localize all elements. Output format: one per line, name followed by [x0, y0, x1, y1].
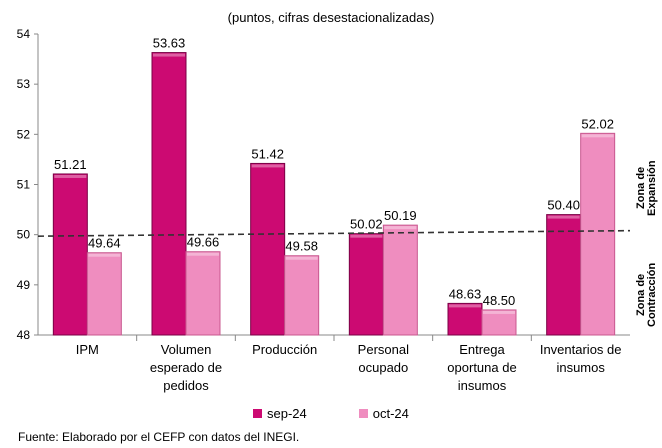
legend-item-sep: sep-24 [253, 406, 307, 421]
y-tick-label: 49 [17, 278, 31, 292]
y-tick-label: 50 [17, 228, 31, 242]
bar-highlight [153, 53, 185, 57]
bar-highlight [547, 215, 580, 219]
bar-oct-24-3 [382, 224, 418, 336]
y-tick-label: 51 [17, 178, 31, 192]
bar-sep-24-1 [151, 52, 187, 336]
data-label: 50.02 [350, 217, 383, 232]
bar-sep-24-4 [447, 302, 483, 336]
x-category-label: Inventarios de insumos [540, 342, 622, 375]
x-category-label: Producción [252, 342, 317, 357]
legend-swatch-sep [253, 409, 262, 418]
data-label: 50.19 [384, 208, 417, 223]
bar-highlight [88, 253, 121, 257]
expansion-zone-label: Zona de Expansión [635, 148, 658, 228]
y-tick-label: 54 [17, 27, 31, 41]
data-label: 48.63 [449, 286, 482, 301]
data-label: 49.66 [187, 235, 220, 250]
chart-legend: sep-24 oct-24 [253, 406, 409, 421]
data-label: 51.42 [251, 146, 284, 161]
y-tick-label: 52 [17, 127, 31, 141]
data-label: 50.40 [547, 198, 580, 213]
bar-oct-24-5 [580, 132, 616, 336]
data-label: 52.02 [581, 116, 614, 131]
expansion-zone-line2: Expansión [646, 160, 658, 216]
bar-oct-24-2 [284, 255, 320, 336]
bar-oct-24-1 [185, 251, 221, 336]
bar-highlight [384, 226, 417, 230]
data-label: 49.64 [88, 236, 121, 251]
bar-sep-24-5 [546, 214, 582, 336]
data-label: 49.58 [285, 239, 318, 254]
bar-highlight [449, 304, 481, 308]
x-category-label: Volumen esperado de pedidos [150, 342, 222, 393]
legend-label-sep: sep-24 [267, 406, 307, 421]
x-category-label: Entrega oportuna de insumos [447, 342, 516, 393]
y-tick-label: 53 [17, 77, 31, 91]
bar-oct-24-4 [481, 309, 517, 336]
bar-sep-24-2 [250, 162, 286, 336]
bar-highlight [251, 164, 284, 168]
bar-highlight [285, 256, 318, 260]
bar-sep-24-0 [52, 173, 88, 336]
chart-subtitle: (puntos, cifras desestacionalizadas) [227, 10, 435, 25]
x-category-label: Personal ocupado [358, 342, 409, 375]
data-label: 48.50 [483, 293, 516, 308]
y-tick-label: 48 [17, 328, 31, 342]
source-note: Fuente: Elaborado por el CEFP con datos … [18, 430, 300, 444]
legend-item-oct: oct-24 [358, 406, 409, 421]
bar-highlight [581, 134, 614, 138]
data-label: 53.63 [153, 36, 186, 51]
bar-oct-24-0 [86, 252, 122, 336]
bar-highlight [483, 310, 515, 314]
legend-swatch-oct [358, 409, 368, 418]
reference-line-50 [37, 229, 631, 237]
bar-highlight [54, 174, 87, 178]
bar-sep-24-3 [348, 233, 384, 336]
contraction-zone-label: Zona de Contracción [635, 250, 658, 340]
data-label: 51.21 [54, 157, 87, 172]
bar-highlight [350, 234, 383, 238]
bar-highlight [187, 252, 219, 256]
legend-label-oct: oct-24 [372, 406, 409, 421]
x-category-label: IPM [76, 342, 99, 357]
contraction-zone-line2: Contracción [646, 262, 658, 328]
